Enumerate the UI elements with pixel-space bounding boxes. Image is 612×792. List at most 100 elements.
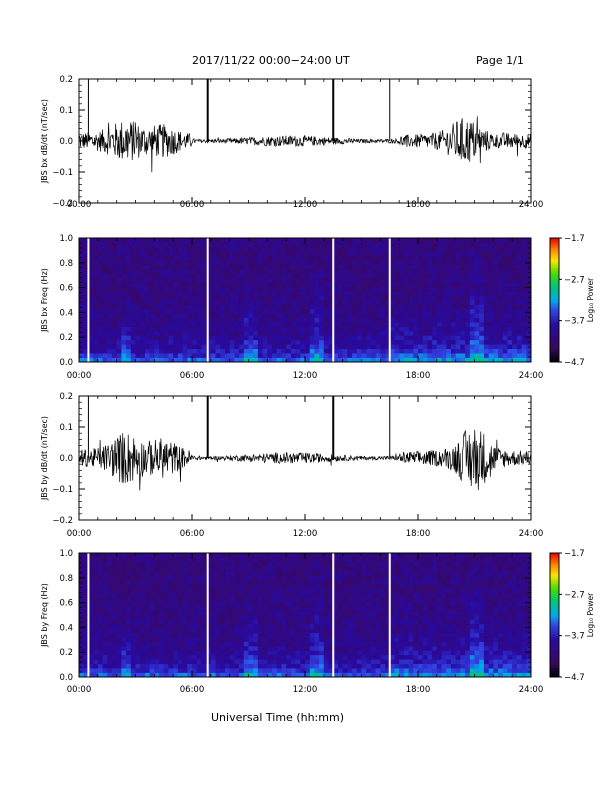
spectrogram-cell: [366, 317, 372, 323]
spectrogram-cell: [385, 575, 391, 580]
spectrogram-cell: [220, 277, 226, 283]
spectrogram-cell: [163, 255, 169, 261]
spectrogram-cell: [413, 273, 419, 279]
spectrogram-cell: [135, 313, 141, 319]
spectrogram-cell: [215, 291, 221, 296]
spectrogram-cell: [436, 246, 442, 252]
spectrogram-cell: [97, 264, 103, 270]
spectrogram-cell: [149, 597, 155, 603]
spectrogram-cell: [507, 300, 513, 305]
spectrogram-cell: [257, 344, 263, 350]
spectrogram-cell: [488, 238, 494, 243]
spectrogram-cell: [93, 641, 99, 647]
spectrogram-cell: [224, 277, 230, 283]
spectrogram-cell: [295, 601, 301, 607]
spectrogram-cell: [192, 326, 198, 332]
spectrogram-cell: [182, 313, 188, 319]
spectrogram-cell: [328, 322, 334, 327]
spectrogram-cell: [432, 304, 438, 310]
spectrogram-cell: [97, 623, 103, 629]
spectrogram-cell: [253, 570, 259, 576]
spectrogram-cell: [337, 570, 343, 576]
spectrogram-cell: [493, 335, 499, 341]
spectrogram-cell: [257, 353, 263, 358]
spectrogram-cell: [257, 650, 263, 656]
spectrogram-cell: [465, 286, 471, 292]
spectrogram-cell: [276, 282, 282, 288]
spectrogram-cell: [479, 322, 485, 327]
spectrogram-cell: [182, 654, 188, 660]
line-series-1: [78, 79, 532, 173]
spectrogram-cell: [337, 286, 343, 292]
spectrogram-cell: [135, 672, 141, 678]
spectrogram-cell: [314, 659, 320, 665]
spectrogram-cell: [347, 597, 353, 603]
spectrogram-cell: [102, 286, 108, 292]
spectrogram-cell: [488, 313, 494, 319]
spectrogram-cell: [253, 277, 259, 283]
spectrogram-cell: [201, 610, 207, 616]
spectrogram-cell: [107, 348, 113, 354]
spectrogram-cell: [446, 344, 452, 350]
spectrogram-cell: [140, 588, 146, 594]
spectrogram-cell: [286, 646, 292, 651]
spectrogram-cell: [314, 308, 320, 314]
spectrogram-cell: [474, 286, 480, 292]
spectrogram-cell: [389, 238, 395, 243]
spectrogram-cell: [126, 326, 132, 332]
spectrogram-cell: [309, 255, 315, 261]
spectrogram-cell: [507, 313, 513, 319]
spectrogram-cell: [309, 615, 315, 620]
spectrogram-cell: [107, 238, 113, 243]
spectrogram-cell: [140, 553, 146, 558]
spectrogram-cell: [361, 251, 367, 257]
spectrogram-cell: [281, 566, 287, 572]
spectrogram-cell: [79, 663, 85, 669]
spectrogram-cell: [526, 277, 532, 283]
spectrogram-cell: [173, 588, 179, 594]
spectrogram-cell: [215, 619, 221, 625]
spectrogram-cell: [102, 557, 108, 563]
spectrogram-cell: [229, 632, 235, 638]
spectrogram-cell: [380, 597, 386, 603]
spectrogram-cell: [97, 601, 103, 607]
spectrogram-cell: [168, 575, 174, 580]
spectrogram-cell: [229, 553, 235, 558]
spectrogram-cell: [83, 300, 89, 305]
spectrogram-cell: [177, 615, 183, 620]
spectrogram-cell: [196, 553, 202, 558]
spectrogram-cell: [526, 313, 532, 319]
spectrogram-cell: [262, 357, 268, 363]
spectrogram-cell: [97, 238, 103, 243]
spectrogram-cell: [253, 579, 259, 585]
spectrogram-cell: [130, 561, 136, 567]
spectrogram-cell: [493, 260, 499, 265]
spectrogram-cell: [394, 264, 400, 270]
spectrogram-cell: [253, 313, 259, 319]
spectrogram-cell: [526, 286, 532, 292]
spectrogram-cell: [215, 335, 221, 341]
spectrogram-cell: [446, 322, 452, 327]
spectrogram-cell: [215, 282, 221, 288]
spectrogram-cell: [323, 646, 329, 651]
spectrogram-cell: [220, 654, 226, 660]
spectrogram-cell: [267, 242, 273, 248]
spectrogram-cell: [192, 339, 198, 345]
spectrogram-cell: [352, 269, 358, 274]
spectrogram-cell: [427, 313, 433, 319]
spectrogram-cell: [224, 628, 230, 634]
spectrogram-cell: [243, 282, 249, 288]
spectrogram-cell: [432, 326, 438, 332]
spectrogram-cell: [144, 584, 150, 589]
spectrogram-cell: [272, 584, 278, 589]
spectrogram-cell: [450, 300, 456, 305]
spectrogram-cell: [187, 255, 193, 261]
spectrogram-cell: [286, 282, 292, 288]
spectrogram-cell: [130, 672, 136, 678]
spectrogram-cell: [163, 317, 169, 323]
spectrogram-cell: [290, 619, 296, 625]
spectrogram-cell: [337, 353, 343, 358]
spectrogram-cell: [281, 344, 287, 350]
spectrogram-cell: [314, 277, 320, 283]
spectrogram-cell: [248, 628, 254, 634]
